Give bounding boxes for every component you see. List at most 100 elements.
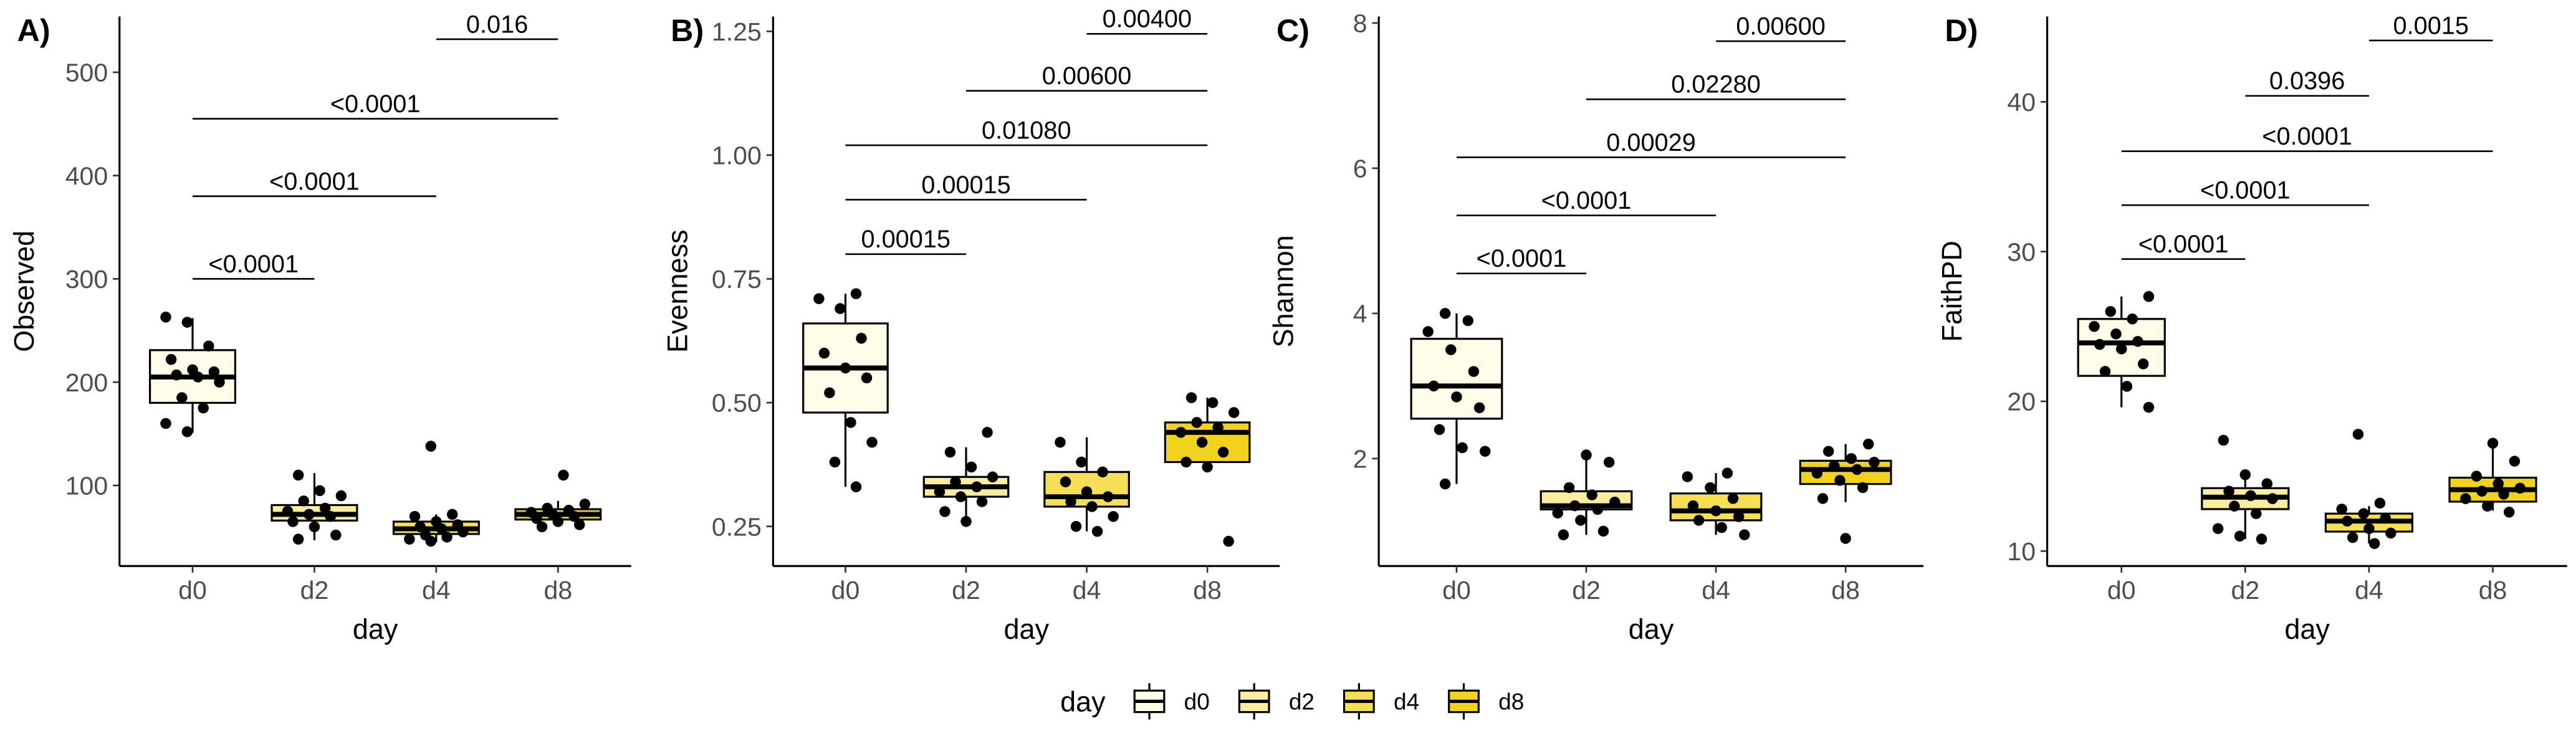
comparison-label: 0.0396 — [2269, 67, 2345, 95]
point — [441, 532, 452, 543]
comparison-label: <0.0001 — [208, 251, 299, 278]
point — [1434, 424, 1445, 436]
legend-label: d8 — [1498, 689, 1524, 715]
point — [1586, 489, 1597, 500]
point — [1817, 493, 1829, 504]
point — [1739, 529, 1750, 540]
point — [2363, 523, 2375, 534]
point — [960, 516, 972, 527]
point — [1185, 392, 1197, 403]
y-tick-label: 30 — [2007, 237, 2036, 266]
point — [1710, 505, 1721, 517]
point — [573, 519, 585, 530]
point — [414, 521, 426, 533]
point — [1428, 380, 1440, 392]
x-tick-label: d4 — [1702, 576, 1730, 605]
point — [1180, 456, 1192, 468]
point — [160, 418, 171, 429]
x-tick-label: d2 — [300, 576, 329, 605]
point — [1851, 464, 1863, 476]
point — [1581, 449, 1592, 461]
comparison-label: <0.0001 — [330, 90, 421, 118]
comparison-label: <0.0001 — [2200, 177, 2291, 204]
x-tick-label: d4 — [1073, 576, 1101, 605]
comparison-label: <0.0001 — [269, 168, 360, 195]
point — [292, 533, 304, 545]
point — [409, 510, 421, 522]
x-tick-label: d0 — [1442, 576, 1471, 605]
y-tick-label: 0.75 — [712, 265, 762, 294]
point — [1733, 511, 1745, 522]
point — [1070, 520, 1082, 532]
point — [1473, 402, 1485, 414]
point — [1055, 436, 1066, 448]
point — [1603, 456, 1615, 468]
comparison-label: <0.0001 — [2138, 231, 2229, 258]
comparison-label: 0.00015 — [861, 226, 950, 253]
panel-title: C) — [1276, 12, 1310, 48]
box — [1043, 471, 1130, 508]
x-tick-label: d8 — [1831, 576, 1860, 605]
point — [1840, 533, 1851, 544]
point — [2256, 533, 2267, 545]
y-tick-label: 100 — [65, 472, 108, 500]
point — [292, 469, 304, 481]
y-tick-label: 20 — [2007, 388, 2036, 416]
legend-item: d4 — [1341, 683, 1419, 720]
point — [1439, 308, 1451, 319]
point — [1869, 456, 1880, 468]
point — [1727, 493, 1739, 504]
point — [856, 333, 867, 344]
point — [2261, 478, 2273, 489]
point — [2089, 321, 2100, 332]
x-axis-label: day — [353, 613, 398, 645]
point — [208, 366, 220, 378]
point — [1445, 344, 1457, 355]
point — [165, 354, 177, 365]
x-axis-label: day — [1629, 613, 1674, 645]
y-tick-label: 0.50 — [712, 389, 762, 418]
point — [840, 362, 851, 374]
y-tick-label: 0.25 — [712, 512, 762, 541]
x-tick-label: d0 — [831, 576, 860, 605]
comparison-label: 0.00600 — [1736, 12, 1826, 40]
point — [818, 347, 830, 359]
y-axis-label: Observed — [8, 231, 40, 352]
point — [2368, 538, 2380, 549]
y-tick-label: 2 — [1353, 444, 1367, 473]
point — [835, 303, 846, 314]
point — [2471, 471, 2483, 482]
point — [1202, 461, 1213, 473]
x-tick-label: d4 — [422, 576, 451, 605]
legend-item: d8 — [1445, 683, 1524, 720]
point — [850, 288, 862, 300]
point — [2137, 358, 2149, 370]
point — [287, 516, 299, 527]
point — [1108, 511, 1119, 522]
point — [965, 461, 977, 473]
point — [160, 312, 171, 323]
point — [2115, 343, 2127, 355]
point — [1223, 535, 1234, 547]
point — [558, 469, 569, 481]
point — [214, 376, 225, 388]
panel-title: B) — [671, 12, 704, 48]
point — [982, 427, 993, 438]
point — [282, 505, 294, 517]
point — [1857, 482, 1869, 494]
point — [1439, 478, 1451, 490]
point — [436, 523, 448, 535]
point — [2380, 512, 2391, 524]
point — [203, 340, 214, 351]
y-axis-label: Shannon — [1267, 235, 1299, 347]
point — [2143, 401, 2155, 413]
legend-label: d2 — [1289, 689, 1314, 715]
point — [976, 496, 988, 507]
point — [1721, 467, 1733, 479]
box — [1410, 338, 1503, 420]
point — [1217, 446, 1229, 458]
point — [1060, 476, 1071, 487]
point — [404, 533, 415, 545]
point — [1207, 397, 1219, 408]
x-tick-label: d0 — [2107, 576, 2136, 605]
